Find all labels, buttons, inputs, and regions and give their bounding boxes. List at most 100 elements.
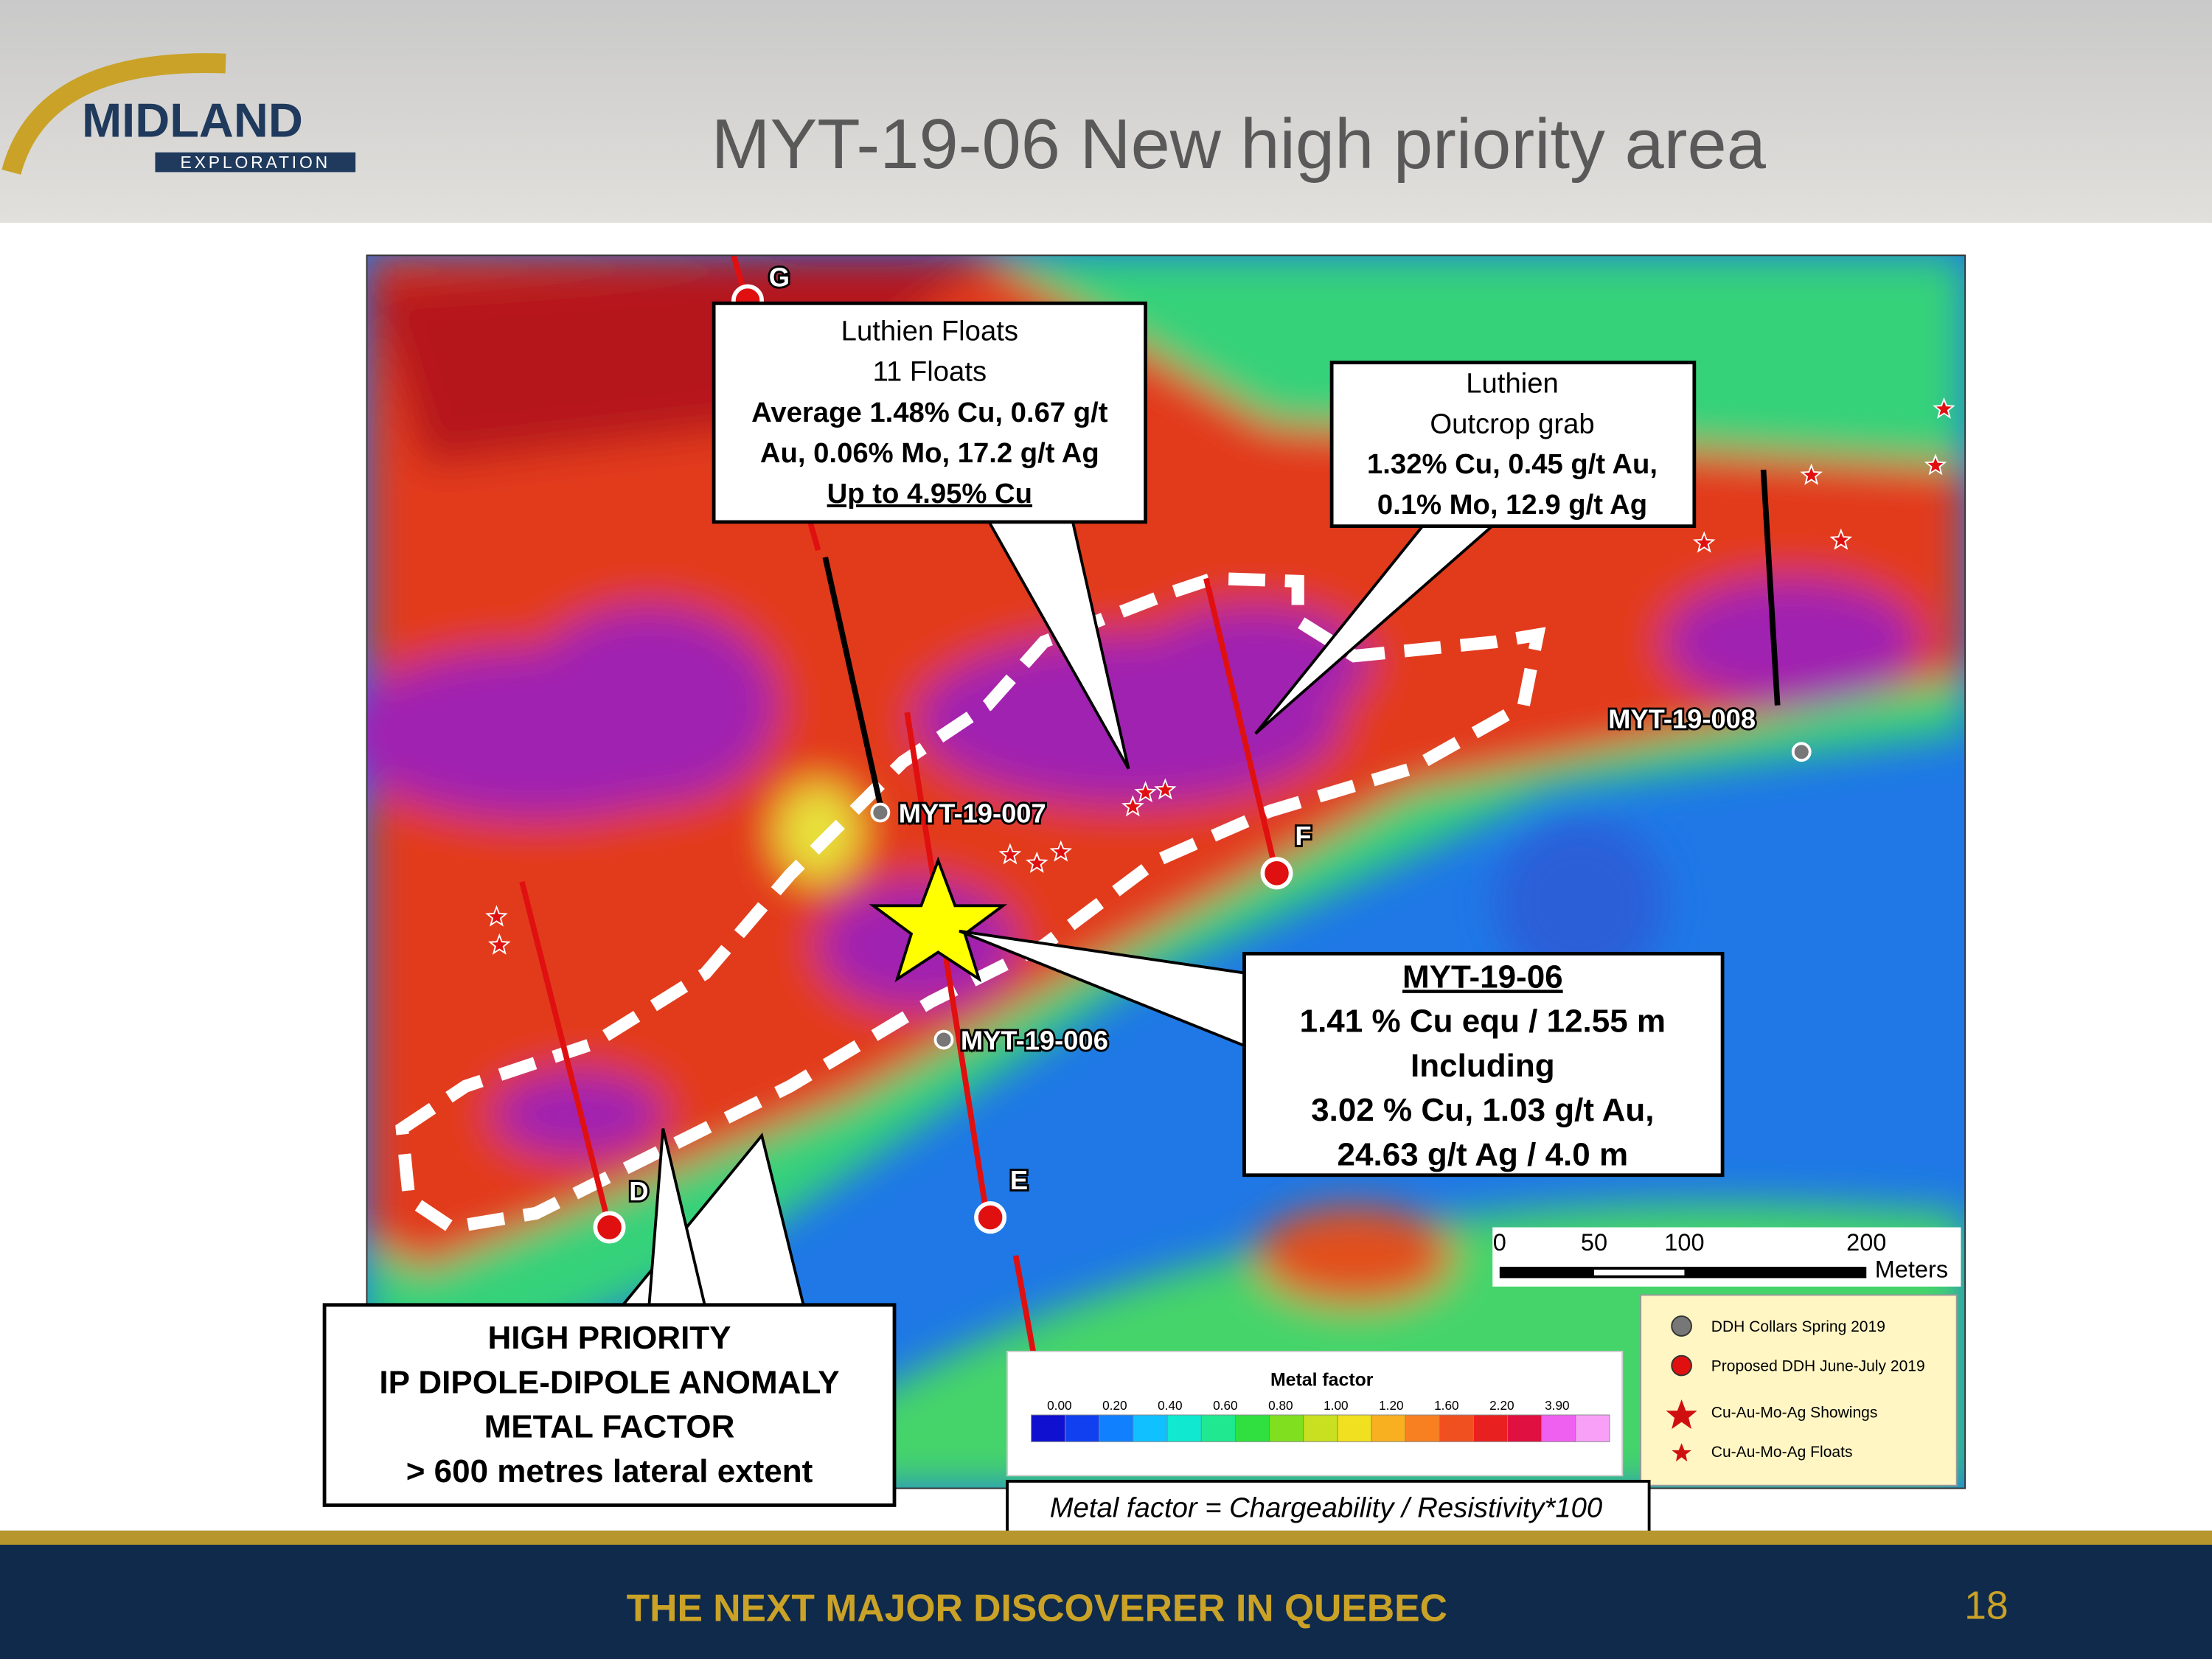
colorbar-cell [1405,1414,1440,1442]
float-star [1829,528,1853,550]
colorbar-cell [1269,1414,1304,1442]
map-shape [1260,857,1293,890]
colorbar-tick-label: 0.60 [1213,1398,1237,1413]
legend-box [1640,1294,1958,1486]
colorbar-cell [1031,1414,1066,1442]
legend-symbol [1666,1399,1697,1430]
footer-tagline: THE NEXT MAJOR DISCOVERER IN QUEBEC [627,1587,1447,1630]
float-star [1121,795,1144,817]
drill-trace [822,556,885,812]
legend-label: Cu-Au-Mo-Ag Showings [1711,1405,1878,1422]
callout-line: Up to 4.95% Cu [827,478,1032,509]
colorbar-tick-label: 1.20 [1379,1398,1403,1413]
logo-name: MIDLAND [82,94,303,147]
callout-line: 0.1% Mo, 12.9 g/t Ag [1377,489,1647,521]
legend-symbol [1671,1315,1692,1337]
callout-line: 24.63 g/t Ag / 4.0 m [1338,1137,1629,1173]
map-shape [776,782,861,882]
colorbar-cell [1507,1414,1543,1442]
section-label: E [1010,1165,1028,1195]
scale-bar-segment [1593,1269,1685,1276]
logo-subtitle: EXPLORATION [181,153,331,172]
float-star [1692,531,1716,553]
colorbar-tick-label: 0.40 [1158,1398,1182,1413]
callout-line: Au, 0.06% Mo, 17.2 g/t Ag [760,437,1099,469]
float-star [1800,463,1823,485]
slide-title: MYT-19-06 New high priority area [712,105,1767,184]
float-star [1049,840,1073,862]
legend-label: DDH Collars Spring 2019 [1711,1318,1885,1335]
map-shape [933,1029,954,1050]
page-number: 18 [1964,1584,2008,1627]
map-shape [1255,1206,1453,1305]
callout-line: 1.41 % Cu equ / 12.55 m [1300,1004,1666,1040]
legend-symbol [1672,1443,1692,1462]
target-star [869,856,1008,983]
float-star [1924,453,1947,476]
callout-texts: Luthien Floats 11 Floats Average 1.48% Cu,… [379,316,1666,1489]
float-star [1933,397,1955,419]
colorbar-tick-label: 3.90 [1545,1398,1569,1413]
map-shape [712,301,1147,524]
colorbar-cell [1472,1414,1509,1442]
callout-line: IP DIPOLE-DIPOLE ANOMALY [379,1364,839,1400]
section-label: F [1295,821,1311,851]
map-shape [1495,818,1665,988]
legend-labels: DDH Collars Spring 2019 Proposed DDH June… [1711,1318,1925,1461]
callout-line: Luthien Floats [841,316,1018,347]
colorbar-cell [1337,1414,1372,1442]
map-shape [593,1211,626,1244]
float-star [485,905,508,927]
float-star [488,933,511,955]
colorbar: 0.00 0.20 0.40 0.60 0.80 1.00 1.20 1.60 2.20 3.90 [1031,1398,1610,1442]
colorbar-box [1006,1350,1624,1477]
map-shape [974,1201,1007,1234]
section-label: G [769,262,790,292]
map-shape [870,802,891,823]
callout-line: METAL FACTOR [484,1409,735,1445]
drill-label: MYT-19-007 [899,798,1046,828]
callout-line: Average 1.48% Cu, 0.67 g/t [751,397,1108,428]
colorbar-title: Metal factor [1270,1370,1374,1391]
legend-label: Proposed DDH June-July 2019 [1711,1358,1925,1375]
colorbar-cell [1303,1414,1338,1442]
scale-tick-label: 100 [1664,1229,1704,1256]
callout-line: 11 Floats [873,356,987,388]
scale-tick-label: 50 [1581,1229,1607,1256]
float-star [1025,851,1048,873]
drill-trace [904,712,991,1221]
drill-label: MYT-19-008 [1608,703,1756,734]
callout-line: HIGH PRIORITY [488,1320,731,1356]
colorbar-cell [1575,1414,1610,1442]
callout-line: > 600 metres lateral extent [406,1453,813,1489]
callout-line: 3.02 % Cu, 1.03 g/t Au, [1311,1092,1654,1128]
callout-line: MYT-19-06 [1402,959,1563,995]
callout-line: 1.32% Cu, 0.45 g/t Au, [1367,448,1658,480]
colorbar-tick-label: 0.20 [1102,1398,1127,1413]
map-shape [1329,361,1697,529]
drill-trace [519,880,613,1228]
logo-bar [155,152,356,173]
colorbar-cell [1371,1414,1406,1442]
anomaly-outline [395,571,1546,1234]
callout-line: Luthien [1466,367,1559,399]
map-shape [1664,578,1919,706]
callout-pointers [617,518,1500,1310]
map-shape [521,606,776,804]
colorbar-tick-label: 1.60 [1434,1398,1458,1413]
footer-rule [0,1530,2212,1545]
logo-arc [1,53,226,175]
colorbar-tick-label: 0.00 [1047,1398,1071,1413]
scale-tick-label: 200 [1846,1229,1886,1256]
callout-line: Including [1411,1048,1555,1084]
colorbar-tick-label: 1.00 [1324,1398,1348,1413]
drill-label: MYT-19-006 [961,1026,1108,1056]
scale-tick-label: 0 [1493,1229,1506,1256]
colorbar-cell [1065,1414,1100,1442]
formula-box [1006,1480,1651,1540]
colorbar-cell [1166,1414,1202,1442]
map-shape [1791,742,1812,762]
colorbar-cell [1099,1414,1134,1442]
scale-unit: Meters [1875,1256,1948,1282]
collars [593,284,1812,1244]
